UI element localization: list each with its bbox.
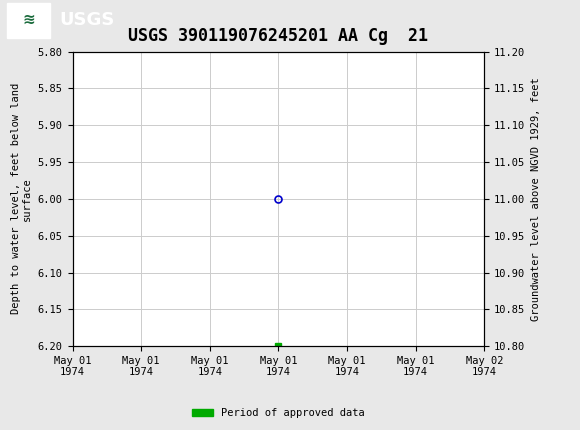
FancyBboxPatch shape	[7, 3, 50, 37]
Text: USGS 390119076245201 AA Cg  21: USGS 390119076245201 AA Cg 21	[128, 27, 429, 45]
Text: ≋: ≋	[23, 12, 35, 27]
Y-axis label: Depth to water level, feet below land
surface: Depth to water level, feet below land su…	[10, 83, 32, 314]
Y-axis label: Groundwater level above NGVD 1929, feet: Groundwater level above NGVD 1929, feet	[531, 77, 541, 321]
Legend: Period of approved data: Period of approved data	[188, 404, 369, 423]
Text: USGS: USGS	[59, 12, 114, 29]
